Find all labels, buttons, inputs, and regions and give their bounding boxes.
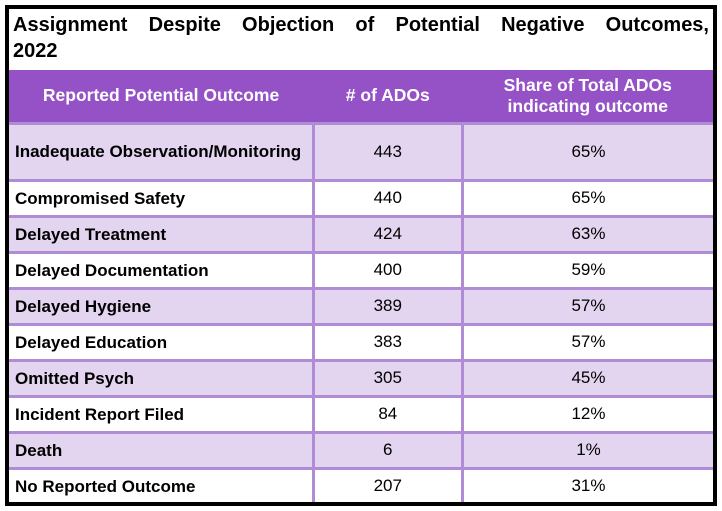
cell-ados: 383 <box>311 322 464 362</box>
cell-outcome: No Reported Outcome <box>9 466 315 502</box>
column-header-reported-potential-outcome: Reported Potential Outcome <box>9 69 314 124</box>
table-title-line2: 2022 <box>13 40 58 63</box>
cell-outcome: Death <box>9 430 315 470</box>
cell-share: 57% <box>460 322 713 362</box>
table-row: Death 6 1% <box>9 430 713 470</box>
cell-ados: 207 <box>311 466 464 502</box>
column-header-num-of-ados: # of ADOs <box>313 69 463 124</box>
cell-ados: 424 <box>311 214 464 254</box>
cell-outcome: Omitted Psych <box>9 358 315 398</box>
cell-share: 12% <box>460 394 713 434</box>
cell-ados: 443 <box>311 121 464 182</box>
cell-share: 63% <box>460 214 713 254</box>
cell-outcome: Delayed Documentation <box>9 250 315 290</box>
cell-share: 45% <box>460 358 713 398</box>
table-row: Inadequate Observation/Monitoring 443 65… <box>9 121 713 182</box>
cell-outcome: Delayed Education <box>9 322 315 362</box>
cell-outcome: Inadequate Observation/Monitoring <box>9 121 315 182</box>
cell-share: 1% <box>460 430 713 470</box>
cell-share: 59% <box>460 250 713 290</box>
cell-outcome: Incident Report Filed <box>9 394 315 434</box>
cell-share: 57% <box>460 286 713 326</box>
table-row: Omitted Psych 305 45% <box>9 358 713 398</box>
cell-ados: 305 <box>311 358 464 398</box>
outcomes-table: Reported Potential Outcome # of ADOs Sha… <box>9 69 713 502</box>
cell-share: 65% <box>460 121 713 182</box>
cell-ados: 389 <box>311 286 464 326</box>
table-title-line1: Assignment Despite Objection of Potentia… <box>13 14 709 36</box>
cell-share: 31% <box>460 466 713 502</box>
cell-ados: 6 <box>311 430 464 470</box>
cell-share: 65% <box>460 178 713 218</box>
table-row: Delayed Hygiene 389 57% <box>9 286 713 326</box>
cell-ados: 84 <box>311 394 464 434</box>
cell-ados: 400 <box>311 250 464 290</box>
table-row: No Reported Outcome 207 31% <box>9 466 713 502</box>
header-row: Reported Potential Outcome # of ADOs Sha… <box>9 69 713 124</box>
cell-ados: 440 <box>311 178 464 218</box>
table-title: Assignment Despite Objection of Potentia… <box>9 9 713 70</box>
table-row: Delayed Treatment 424 63% <box>9 214 713 254</box>
table-row: Incident Report Filed 84 12% <box>9 394 713 434</box>
column-header-share-of-total-ados: Share of Total ADOs indicating outcome <box>462 69 713 124</box>
ado-outcomes-table-frame: Assignment Despite Objection of Potentia… <box>5 5 717 506</box>
cell-outcome: Delayed Treatment <box>9 214 315 254</box>
table-row: Compromised Safety 440 65% <box>9 178 713 218</box>
table-row: Delayed Education 383 57% <box>9 322 713 362</box>
cell-outcome: Delayed Hygiene <box>9 286 315 326</box>
table-row: Delayed Documentation 400 59% <box>9 250 713 290</box>
cell-outcome: Compromised Safety <box>9 178 315 218</box>
